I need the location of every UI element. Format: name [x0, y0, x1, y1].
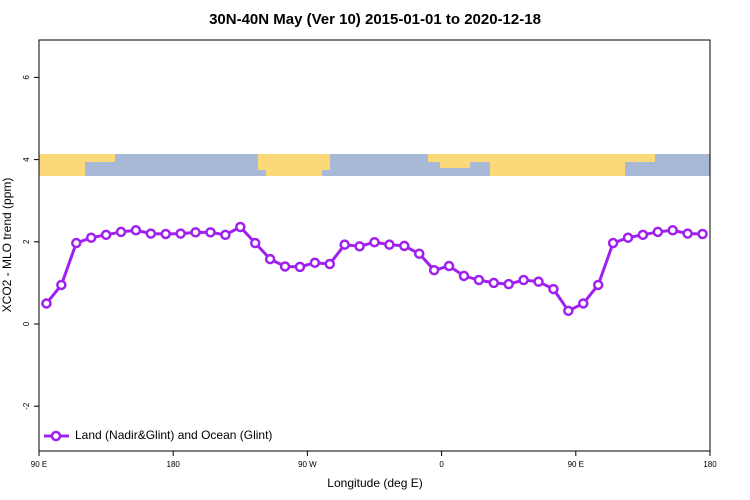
point: [488, 277, 500, 289]
map-strip: [39, 154, 710, 176]
point: [160, 228, 171, 240]
x-tick-label: 180: [703, 460, 717, 469]
plot-frame: [38, 39, 711, 452]
map-land: [440, 162, 470, 168]
point: [130, 225, 142, 236]
point: [592, 279, 604, 291]
chart-title: 30N-40N May (Ver 10) 2015-01-01 to 2020-…: [209, 11, 541, 28]
map-land: [266, 170, 322, 176]
map-land: [39, 154, 85, 176]
point: [548, 283, 559, 295]
point: [682, 228, 693, 239]
point: [309, 257, 321, 269]
point: [220, 229, 231, 241]
point: [354, 241, 365, 252]
point: [190, 227, 201, 238]
point: [56, 279, 67, 291]
y-tick-label: -2: [22, 402, 31, 410]
point: [294, 261, 306, 273]
legend-label: Land (Nadir&Glint) and Ocean (Glint): [75, 428, 272, 442]
point: [175, 228, 186, 239]
map-land: [428, 154, 625, 162]
x-tick-label: 0: [439, 460, 444, 469]
point: [413, 248, 425, 259]
point: [339, 239, 350, 250]
y-tick-label: 4: [22, 157, 31, 162]
point: [384, 239, 395, 250]
point: [279, 261, 291, 272]
point: [607, 237, 619, 249]
point: [443, 260, 455, 272]
point: [324, 258, 336, 270]
point: [205, 227, 216, 238]
point: [518, 274, 529, 286]
point: [563, 305, 574, 317]
y-tick-label: 0: [22, 321, 31, 326]
point: [145, 228, 157, 239]
point: [667, 225, 678, 236]
legend-marker: [50, 430, 62, 442]
point: [697, 228, 708, 240]
map-land: [85, 154, 115, 162]
map-land: [625, 154, 655, 162]
point: [369, 236, 380, 248]
point: [622, 232, 634, 243]
y-axis-label: XCO2 - MLO trend (ppm): [0, 178, 14, 313]
x-axis-label: Longitude (deg E): [327, 476, 422, 490]
point: [652, 226, 664, 238]
point: [533, 276, 544, 287]
x-tick-label: 90 W: [298, 460, 317, 469]
point: [399, 240, 410, 252]
map-land: [490, 162, 625, 176]
point: [235, 221, 246, 233]
x-tick-label: 180: [167, 460, 181, 469]
point: [249, 237, 261, 249]
point: [578, 298, 589, 309]
point: [71, 237, 82, 249]
point: [637, 229, 649, 241]
x-tick-label: 90 E: [31, 460, 47, 469]
point: [100, 229, 112, 241]
point: [458, 270, 470, 282]
y-tick-label: 2: [22, 239, 31, 244]
x-tick-label: 90 E: [568, 460, 584, 469]
point: [473, 274, 485, 286]
point: [41, 298, 52, 309]
point: [428, 264, 440, 276]
point: [85, 232, 97, 243]
point: [503, 278, 514, 290]
map-land: [258, 154, 330, 170]
point: [115, 226, 127, 238]
point: [264, 253, 276, 265]
y-tick-label: 6: [22, 75, 31, 80]
